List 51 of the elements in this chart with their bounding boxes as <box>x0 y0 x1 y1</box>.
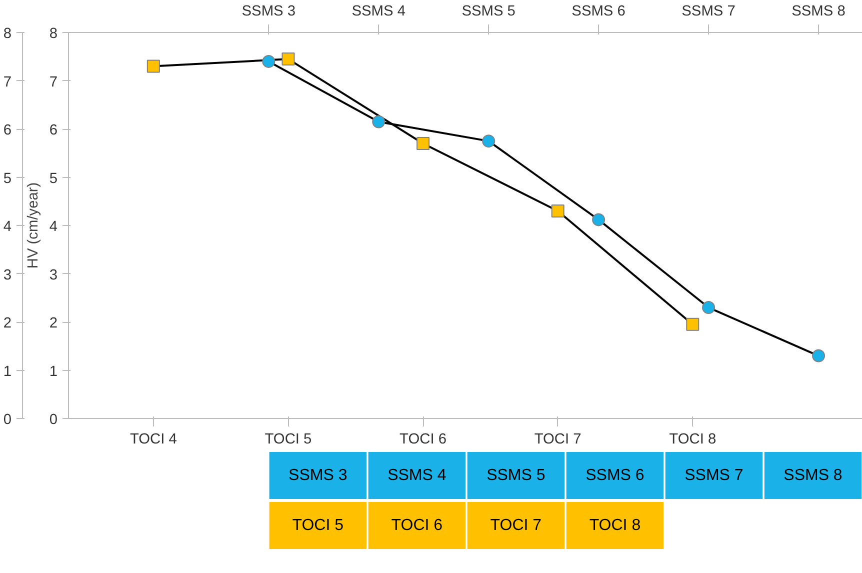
x-tick-label: TOCI 4 <box>130 432 177 448</box>
point <box>262 54 276 68</box>
point <box>686 318 700 331</box>
point <box>812 349 826 362</box>
point <box>551 204 564 218</box>
point <box>146 60 160 73</box>
y-tick-label: 0 <box>3 412 12 428</box>
y-tick-label: 7 <box>3 74 12 90</box>
y-tick-label: 6 <box>49 122 58 138</box>
text: SSMS 5 <box>486 467 546 484</box>
y-tick-label: 8 <box>3 26 12 42</box>
text: SSMS 4 <box>388 467 446 484</box>
point <box>372 115 386 128</box>
x-tick-label: TOCI 7 <box>534 432 582 448</box>
y-tick-label: 8 <box>49 26 58 42</box>
x-tick-label: SSMS 7 <box>682 4 736 20</box>
y-tick-label: 0 <box>49 412 58 428</box>
text: SSMS 6 <box>586 467 644 484</box>
y-tick-label: 3 <box>49 267 58 284</box>
point <box>702 301 716 314</box>
y-tick-label: 5 <box>3 170 12 187</box>
x-tick-label: SSMS 8 <box>792 4 846 20</box>
y-tick-label: 2 <box>49 316 58 332</box>
text: TOCI 7 <box>490 517 542 534</box>
y-tick-label: 3 <box>3 267 12 284</box>
y-tick-label: 2 <box>3 316 12 332</box>
x-tick-label: SSMS 5 <box>462 4 516 20</box>
point <box>416 136 430 150</box>
x-tick-label: TOCI 8 <box>669 432 716 448</box>
text: TOCI 6 <box>391 517 443 534</box>
point <box>282 52 295 66</box>
text: SSMS 7 <box>684 467 744 484</box>
point <box>592 213 606 226</box>
y-tick-label: 1 <box>49 364 58 380</box>
y-tick-label: 1 <box>3 364 12 380</box>
y-tick-label: 6 <box>3 122 12 138</box>
y-tick-label: 7 <box>49 74 58 90</box>
x-tick-label: TOCI 5 <box>264 432 312 448</box>
x-tick-label: SSMS 3 <box>242 4 296 20</box>
x-tick-label: TOCI 6 <box>400 432 447 448</box>
y-axis-title: HV (cm/year) <box>25 182 42 269</box>
y-tick-label: 4 <box>49 219 58 235</box>
text: TOCI 8 <box>589 517 641 534</box>
point <box>482 134 496 148</box>
text: TOCI 5 <box>292 517 344 534</box>
text: SSMS 8 <box>784 467 842 484</box>
y-tick-label: 5 <box>49 170 58 187</box>
x-tick-label: SSMS 4 <box>352 4 406 20</box>
x-tick-label: SSMS 6 <box>572 4 626 20</box>
y-tick-label: 4 <box>3 219 12 235</box>
text: SSMS 3 <box>288 467 348 484</box>
